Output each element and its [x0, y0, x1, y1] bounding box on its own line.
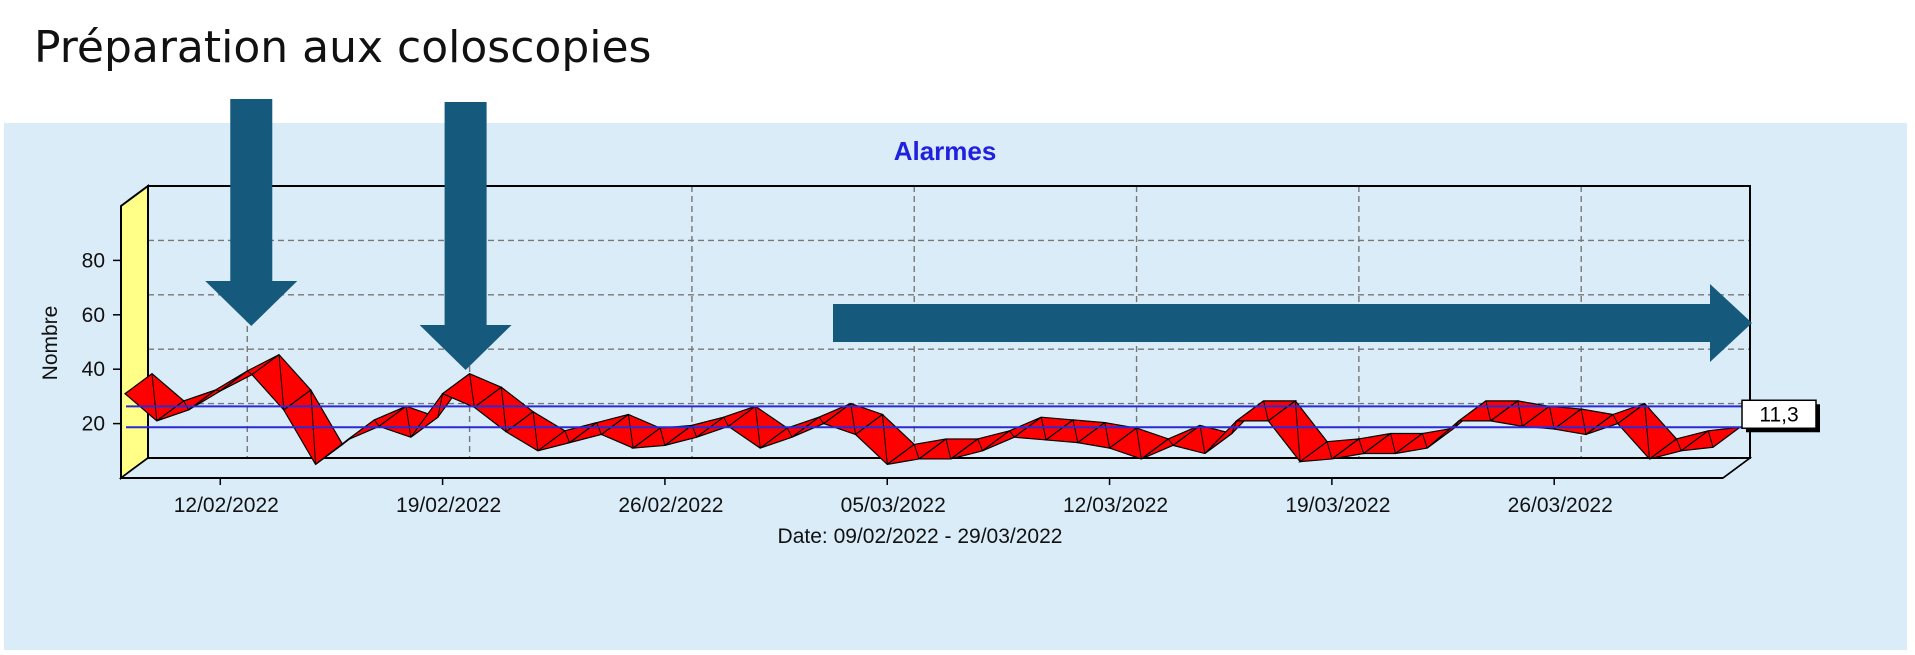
ribbon-hatch — [818, 416, 825, 424]
ribbon-hatch — [913, 444, 920, 460]
ribbon-hatch — [215, 389, 221, 392]
ribbon-hatch — [1644, 403, 1650, 460]
ribbon-hatch — [1294, 400, 1301, 462]
annotation-arrows-layer — [205, 99, 1752, 370]
ribbon-hatch — [881, 414, 888, 465]
series-layer — [124, 353, 1743, 466]
right-arrow — [833, 284, 1752, 362]
x-axis-label: Date: 09/02/2022 - 29/03/2022 — [778, 525, 1063, 548]
down-arrow-19-02 — [419, 102, 512, 370]
floor-right-edge — [1722, 457, 1751, 479]
y-tick-label: 60 — [82, 304, 105, 327]
down-arrow-12-02 — [205, 99, 298, 326]
left-wall — [120, 184, 149, 480]
ribbon-hatch — [1548, 406, 1555, 430]
ribbon-hatch — [342, 439, 348, 445]
page-heading: Préparation aux coloscopies — [34, 22, 652, 73]
ribbon-hatch — [1390, 433, 1396, 454]
ribbon-hatch — [1199, 425, 1206, 454]
x-tick-label: 26/02/2022 — [618, 494, 723, 517]
ribbon-hatch — [469, 373, 475, 408]
floor — [118, 457, 1753, 479]
ribbon-hatch — [405, 406, 412, 438]
ribbon-hatch — [1263, 400, 1269, 421]
ribbon-hatch — [1612, 414, 1619, 424]
ribbon-hatch — [1707, 430, 1714, 448]
ribbon-hatch — [151, 373, 158, 421]
ribbon-hatch — [1072, 419, 1079, 443]
x-tick-label: 26/03/2022 — [1508, 494, 1613, 517]
end-label-box — [1741, 399, 1817, 430]
x-tick-label: 12/03/2022 — [1063, 494, 1168, 517]
ribbon-hatch — [1580, 408, 1587, 435]
x-tick-label: 05/03/2022 — [841, 494, 946, 517]
x-tick-label: 12/02/2022 — [174, 494, 279, 517]
ribbon-hatch — [1167, 438, 1174, 446]
ribbon-hatch — [786, 427, 793, 438]
ribbon-hatch — [278, 354, 285, 411]
ribbon-hatch — [1676, 438, 1682, 451]
ribbon-hatch — [1040, 417, 1047, 441]
x-tick-label: 19/02/2022 — [396, 494, 501, 517]
end-value-label: 11,3 — [1759, 403, 1798, 426]
ribbon-hatch — [723, 416, 729, 427]
y-tick-label: 80 — [82, 249, 105, 272]
x-tick-label: 19/03/2022 — [1285, 494, 1390, 517]
ribbon-hatch — [850, 403, 856, 435]
ribbon-hatch — [1517, 400, 1523, 427]
ribbon-hatch — [627, 414, 634, 449]
ribbon-hatch — [1136, 428, 1142, 460]
y-tick-label: 40 — [82, 358, 105, 381]
chart-panel — [4, 123, 1907, 650]
ribbon-hatch — [246, 370, 253, 376]
labels-layer: 12/02/2022 19/02/2022 26/02/2022 05/03/2022… — [39, 136, 1820, 548]
reference-lines-layer — [126, 405, 1750, 429]
ribbon-hatch — [945, 438, 952, 460]
ribbon-hatch — [1326, 441, 1333, 460]
ribbon-hatch — [659, 427, 666, 446]
ribbon-hatch — [500, 387, 507, 432]
y-tick-label: 20 — [82, 413, 105, 436]
ribbon-hatch — [1358, 438, 1365, 454]
ribbon-hatch — [1009, 430, 1015, 438]
chart-title: Alarmes — [894, 136, 997, 166]
ribbon-hatch — [564, 430, 571, 443]
ribbon-hatch — [532, 411, 539, 451]
ribbon-hatch — [1485, 400, 1492, 421]
ribbon-hatch — [373, 419, 380, 427]
ribbon-hatch — [977, 438, 983, 451]
ribbon-hatch — [596, 422, 602, 435]
ribbon-hatch — [1421, 433, 1428, 449]
y-axis-label: Nombre — [39, 306, 62, 381]
